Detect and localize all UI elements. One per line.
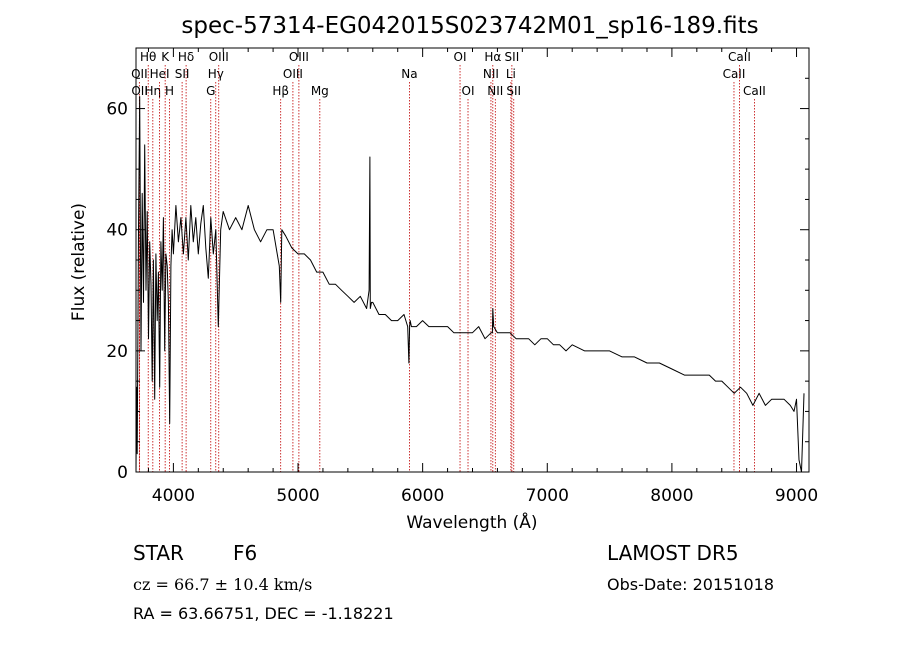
line-label: SII [175,67,190,81]
line-label: OIII [209,50,229,64]
line-label: Hα [484,50,501,64]
x-tick-label: 7000 [526,486,569,506]
line-label: Hη [145,84,162,98]
x-tick-label: 8000 [650,486,693,506]
line-label: Hγ [208,67,224,81]
line-markers: OIIOIIHθHηHeIKHSIIHδGHγOIIIHβOIIIOIIIMgN… [131,50,766,472]
x-tick-label: 5000 [276,486,319,506]
line-label: H [165,84,174,98]
line-label: CaII [728,50,751,64]
line-label: NII [483,67,499,81]
chart-title: spec-57314-EG042015S023742M01_sp16-189.f… [181,13,758,39]
line-label: OI [462,84,475,98]
x-tick-label: 4000 [152,486,195,506]
y-tick-label: 60 [106,100,128,120]
line-label: Li [506,67,516,81]
spectrum-series [135,96,805,473]
subclass-text: F6 [233,541,257,565]
line-label: SII [505,50,520,64]
line-label: OIII [289,50,309,64]
y-axis-label: Flux (relative) [69,203,89,321]
x-tick-label: 9000 [775,486,818,506]
survey-text: LAMOST DR5 [607,541,739,565]
line-label: Hδ [178,50,194,64]
line-label: OII [131,67,148,81]
line-label: Na [401,67,417,81]
plot-frame [135,47,810,473]
line-label: K [161,50,170,64]
line-label: OI [454,50,467,64]
obs-date-text: Obs-Date: 20151018 [607,575,774,594]
y-tick-label: 40 [106,221,128,241]
line-label: OIII [283,67,303,81]
y-tick-label: 20 [106,342,128,362]
line-label: CaII [743,84,766,98]
line-label: Mg [311,84,329,98]
y-tick-label: 0 [117,463,128,483]
line-label: OII [131,84,148,98]
coordinates-text: RA = 63.66751, DEC = -1.18221 [133,604,394,623]
line-label: Hβ [272,84,289,98]
line-label: HeI [150,67,170,81]
x-axis-label: Wavelength (Å) [406,511,537,533]
x-tick-label: 6000 [401,486,444,506]
redshift-text: cz = 66.7 ± 10.4 km/s [133,575,312,594]
line-label: SII [506,84,521,98]
line-label: Hθ [140,50,156,64]
line-label: CaII [723,67,746,81]
line-label: NII [487,84,503,98]
line-label: G [206,84,215,98]
classification-text: STAR [133,541,184,565]
axis-ticks: 4000 5000 6000 7000 8000 9000 0 20 40 60 [106,47,818,506]
